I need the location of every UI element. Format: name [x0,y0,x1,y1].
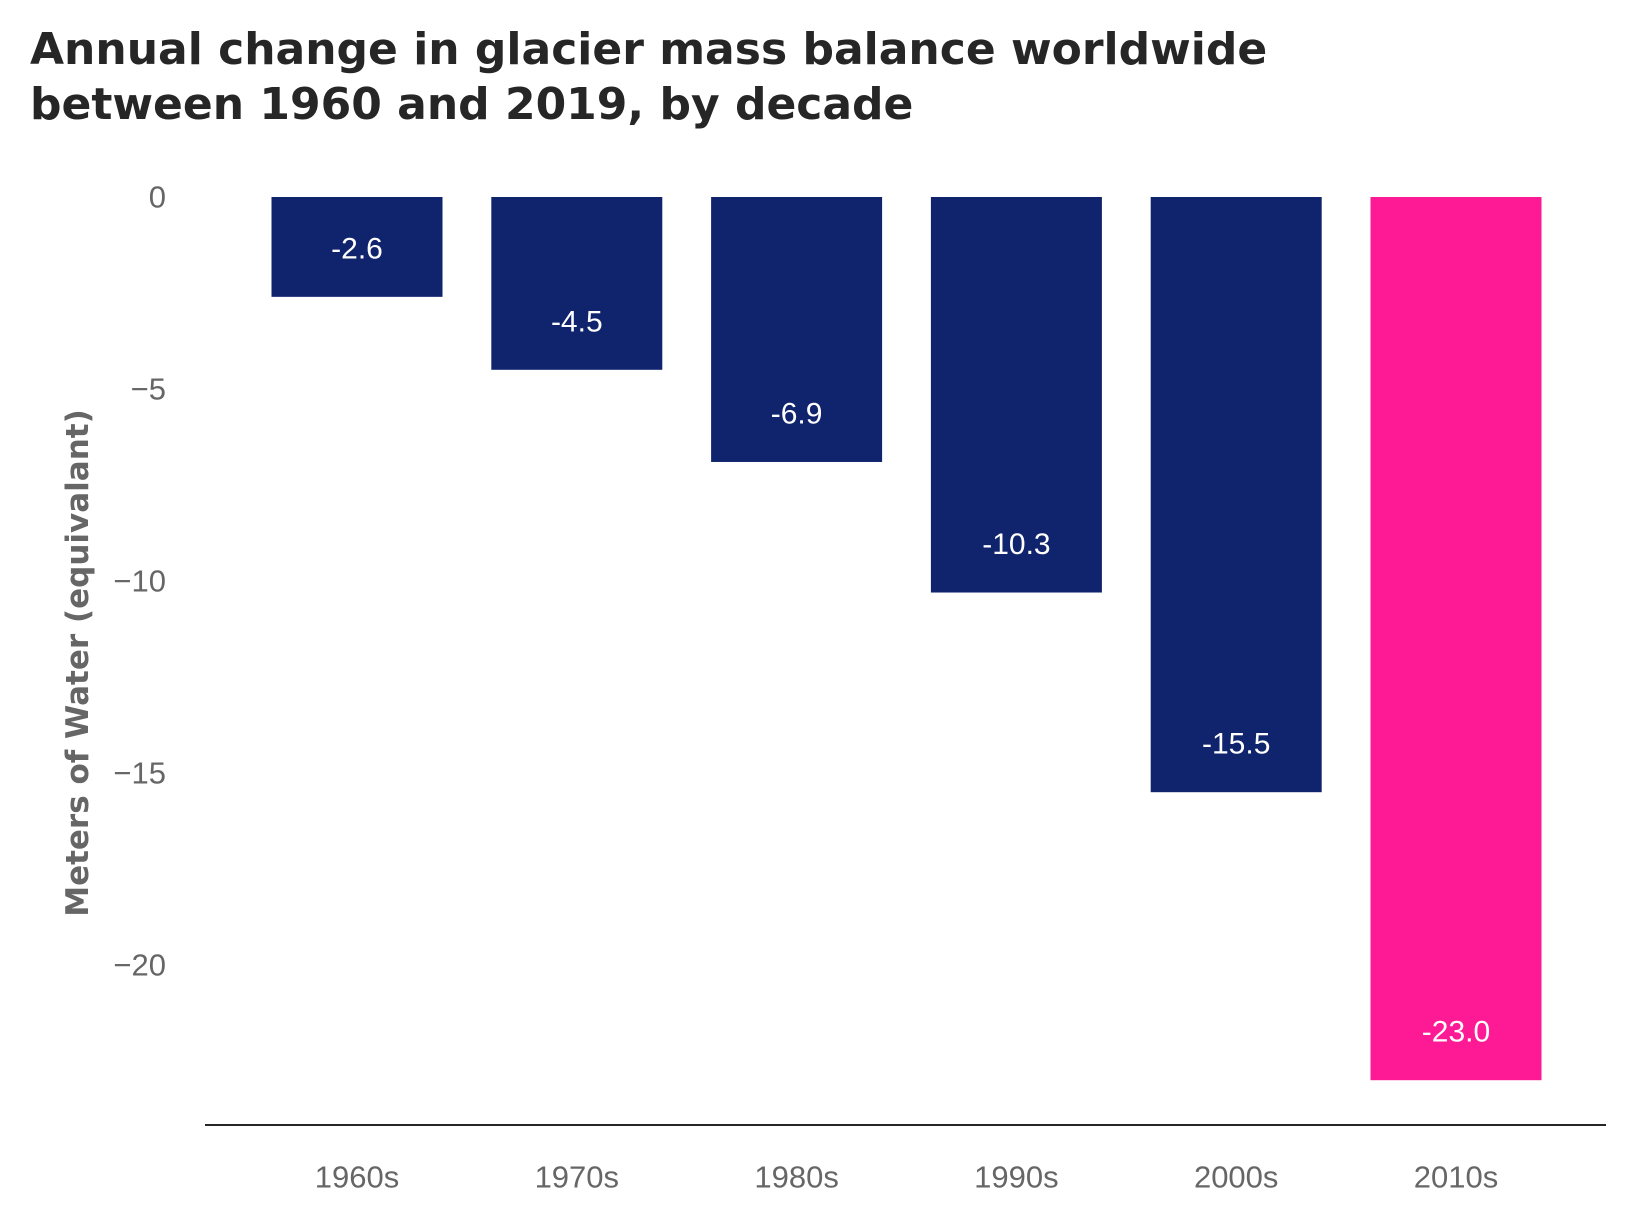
x-tick-label: 1990s [974,1160,1058,1195]
y-tick-label: 0 [149,180,166,215]
bar-value-label: -10.3 [982,528,1050,561]
bar-value-label: -2.6 [331,232,383,265]
y-axis-title-group: Meters of Water (equivalant) [60,409,96,917]
bar-value-label: -6.9 [771,397,823,430]
bar-value-label: -23.0 [1422,1016,1490,1049]
bar-1990s [930,197,1102,593]
bar-1960s [271,197,443,297]
x-tick-label: 2000s [1194,1160,1278,1195]
y-tick-label: −15 [113,756,166,791]
x-tick-label: 2010s [1414,1160,1498,1195]
y-tick-label: −5 [131,372,166,407]
bar-1970s [491,197,663,370]
y-tick-label: −10 [113,564,166,599]
y-tick-label: −20 [113,948,166,983]
chart-title: Annual change in glacier mass balance wo… [30,24,1268,130]
x-tick-label: 1960s [315,1160,399,1195]
bar-value-label: -15.5 [1202,728,1270,761]
bars [271,197,1542,1081]
bar-value-label: -4.5 [551,305,603,338]
bar-1980s [711,197,883,462]
x-axis-ticks: 1960s 1970s 1980s 1990s 2000s 2010s [315,1160,1498,1195]
x-tick-label: 1970s [535,1160,619,1195]
x-tick-label: 1980s [754,1160,838,1195]
y-axis-title: Meters of Water (equivalant) [60,409,96,917]
y-axis-ticks: 0 −5 −10 −15 −20 [113,180,166,983]
bar-2000s [1150,197,1322,793]
bar-labels: -2.6 -4.5 -6.9 -10.3 -15.5 -23.0 [331,232,1490,1048]
bar-2010s [1370,197,1542,1081]
